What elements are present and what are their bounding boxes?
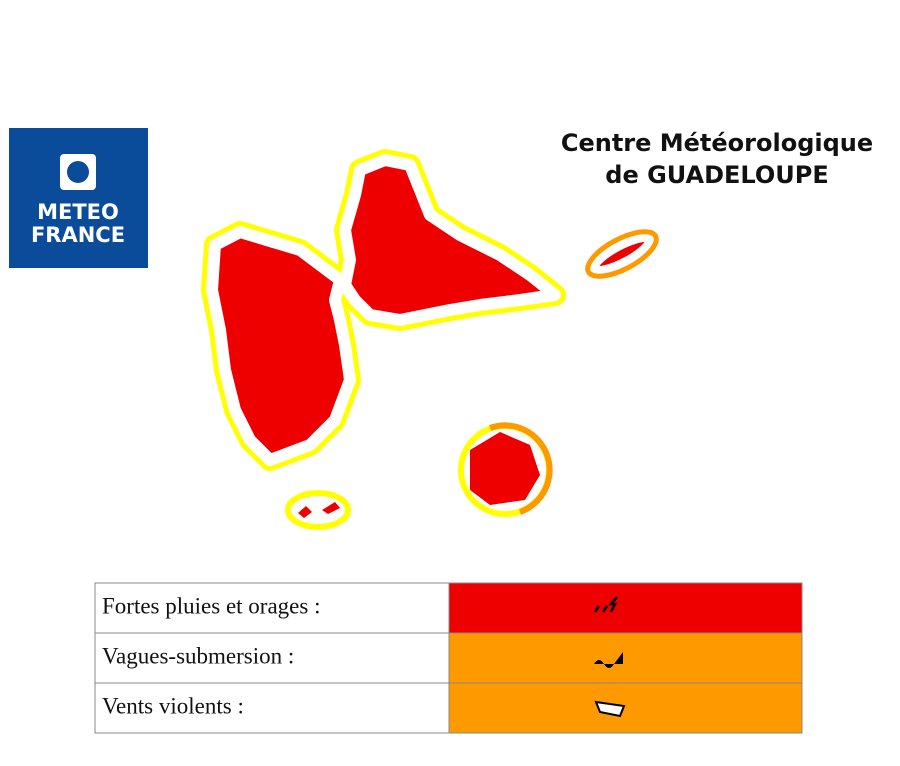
basse-terre — [206, 226, 356, 466]
row-label: Vagues-submersion : — [102, 643, 294, 668]
logo-text: METEO — [37, 200, 119, 224]
logo-box — [9, 128, 148, 268]
grande-terre — [339, 154, 561, 326]
desirade-ring — [585, 229, 659, 279]
icon-rain — [593, 596, 618, 613]
desirade — [588, 232, 656, 276]
logo-icon-circle — [67, 161, 89, 183]
icon-waves — [594, 652, 623, 668]
level-cell — [448, 632, 803, 684]
label-cell — [94, 582, 450, 634]
label-cell — [94, 632, 450, 684]
saintes-ring — [285, 490, 351, 530]
level-cell — [448, 582, 803, 634]
marie-galante-ring-orange — [488, 422, 553, 515]
logo-text: FRANCE — [31, 223, 125, 247]
row-label: Fortes pluies et orages : — [102, 593, 320, 618]
saintes — [298, 502, 340, 518]
level-cell — [448, 682, 803, 734]
marie-galante — [470, 432, 540, 505]
islands — [201, 149, 659, 530]
table: Fortes pluies et orages : Vagues-submersi… — [94, 582, 803, 734]
title: de GUADELOUPE — [605, 161, 828, 189]
icons — [593, 596, 626, 718]
row-label: Vents violents : — [102, 693, 244, 718]
icon-wind — [594, 700, 626, 718]
title: Centre Météorologique — [561, 129, 873, 157]
